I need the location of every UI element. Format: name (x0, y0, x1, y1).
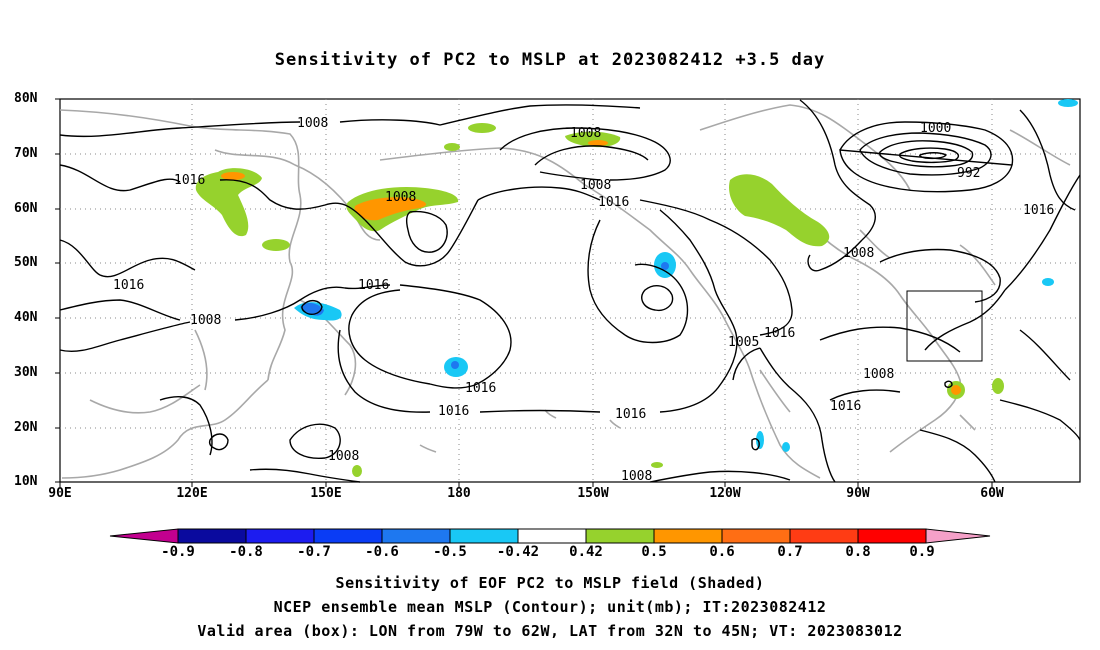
contour-label: 1016 (615, 407, 646, 422)
contour-label: 1008 (190, 313, 221, 328)
lat-label: 80N (14, 91, 38, 106)
lon-label: 150W (577, 486, 609, 501)
contour-label: 1008 (863, 367, 894, 382)
lat-label: 40N (14, 310, 38, 325)
lat-label: 60N (14, 201, 38, 216)
positive-sensitivity-core (951, 385, 961, 395)
contour-label: 1000 (920, 121, 951, 136)
colorbar-label: 0.42 (569, 544, 603, 560)
contour-label: 1008 (621, 469, 652, 484)
positive-sensitivity-patch (352, 465, 362, 477)
negative-sensitivity-patch (1042, 278, 1054, 286)
colorbar-swatch (177, 528, 247, 544)
negative-sensitivity-patch (782, 442, 790, 452)
colorbar-label: 0.9 (909, 544, 935, 560)
contour-label: 1008 (570, 126, 601, 141)
lat-label: 10N (14, 474, 38, 489)
contour-label: 1016 (438, 404, 469, 419)
contour-label: 1008 (328, 449, 359, 464)
positive-sensitivity-core (588, 140, 608, 146)
colorbar-label: -0.5 (433, 544, 467, 560)
colorbar-label: 0.8 (845, 544, 871, 560)
colorbar-label: -0.7 (297, 544, 331, 560)
colorbar-end-low (109, 528, 179, 544)
sensitivity-shading (195, 99, 1078, 477)
colorbar-label: 0.7 (777, 544, 803, 560)
contour-label: 1016 (1023, 203, 1054, 218)
contour-label: 1008 (843, 246, 874, 261)
colorbar-swatch (857, 528, 927, 544)
lat-label: 20N (14, 420, 38, 435)
colorbar-swatch (313, 528, 383, 544)
colorbar-swatch (653, 528, 723, 544)
caption-shading: Sensitivity of EOF PC2 to MSLP field (Sh… (335, 574, 765, 592)
contour-label: 1016 (830, 399, 861, 414)
positive-sensitivity-patch (444, 143, 460, 151)
map-title: Sensitivity of PC2 to MSLP at 2023082412… (274, 50, 826, 70)
lat-label: 30N (14, 365, 38, 380)
contour-label: 1016 (764, 326, 795, 341)
contour-label: 1016 (113, 278, 144, 293)
colorbar-label: 0.5 (641, 544, 667, 560)
contour-label: 1016 (598, 195, 629, 210)
contour-label: 1005 (728, 335, 759, 350)
colorbar-end-high (925, 528, 991, 544)
colorbar-swatch (585, 528, 655, 544)
contour-labels: 1008 1008 1016 1008 1000 992 1008 1016 1… (113, 116, 1054, 484)
negative-sensitivity-core (661, 262, 669, 270)
contour-label: 1016 (465, 381, 496, 396)
positive-sensitivity-core (354, 197, 427, 221)
contour-label: 1008 (297, 116, 328, 131)
contour-label: 1016 (358, 278, 389, 293)
negative-sensitivity-core (451, 361, 459, 369)
contour-label: 1016 (174, 173, 205, 188)
positive-sensitivity-patch (992, 378, 1004, 394)
colorbar-swatch (245, 528, 315, 544)
positive-sensitivity-patch (729, 174, 830, 247)
colorbar-label: 0.6 (709, 544, 735, 560)
contour-label: 1008 (385, 190, 416, 205)
positive-sensitivity-core (221, 172, 245, 180)
colorbar-swatch (381, 528, 451, 544)
colorbar-label: -0.8 (229, 544, 263, 560)
lon-label: 90W (846, 486, 870, 501)
colorbar-swatch (517, 528, 587, 544)
mslp-contours (59, 99, 1081, 483)
colorbar-label: -0.42 (496, 544, 540, 560)
lon-label: 180 (447, 486, 471, 501)
lat-label: 70N (14, 146, 38, 161)
lon-label: 150E (310, 486, 342, 501)
contour-label: 1008 (580, 178, 611, 193)
valid-area-box (906, 290, 983, 362)
negative-sensitivity-patch (1058, 99, 1078, 107)
caption-valid-area: Valid area (box): LON from 79W to 62W, L… (197, 622, 903, 640)
positive-sensitivity-patch (195, 168, 262, 237)
lon-label: 120W (709, 486, 741, 501)
colorbar-swatch (449, 528, 519, 544)
lon-label: 120E (176, 486, 208, 501)
lon-label: 60W (980, 486, 1004, 501)
positive-sensitivity-patch (468, 123, 496, 133)
caption-contour: NCEP ensemble mean MSLP (Contour); unit(… (273, 598, 827, 616)
colorbar-label: -0.6 (365, 544, 399, 560)
lon-label: 90E (48, 486, 72, 501)
coastlines (59, 104, 1071, 479)
positive-sensitivity-patch (262, 239, 290, 251)
colorbar-swatch (721, 528, 791, 544)
contour-label: 992 (957, 166, 980, 181)
positive-sensitivity-patch (651, 462, 663, 468)
colorbar-label: -0.9 (161, 544, 195, 560)
axis-ticks (55, 98, 993, 487)
negative-sensitivity-patch (756, 431, 764, 449)
colorbar-swatch (789, 528, 859, 544)
colorbar (109, 528, 991, 544)
lat-label: 50N (14, 255, 38, 270)
